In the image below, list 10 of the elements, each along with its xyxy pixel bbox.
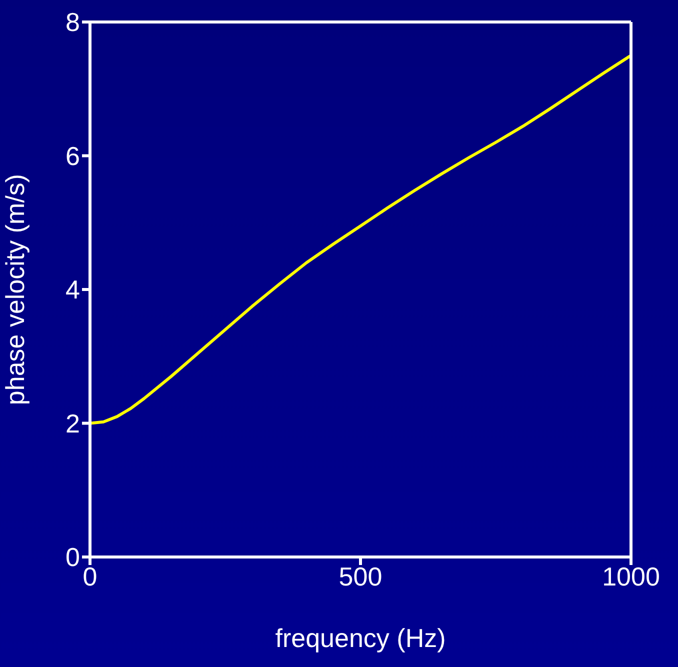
y-tick-label: 6 bbox=[66, 140, 80, 171]
x-tick-label: 1000 bbox=[602, 561, 660, 592]
line-series bbox=[90, 54, 631, 425]
x-tick-label: 500 bbox=[338, 561, 382, 592]
y-axis-title: phase velocity (m/s) bbox=[0, 174, 30, 406]
x-axis-title: frequency (Hz) bbox=[275, 623, 446, 653]
y-tick-label: 2 bbox=[66, 408, 80, 438]
y-tick-label: 4 bbox=[66, 274, 80, 305]
y-tick-label: 0 bbox=[66, 542, 80, 572]
y-tick-label: 8 bbox=[66, 7, 80, 38]
